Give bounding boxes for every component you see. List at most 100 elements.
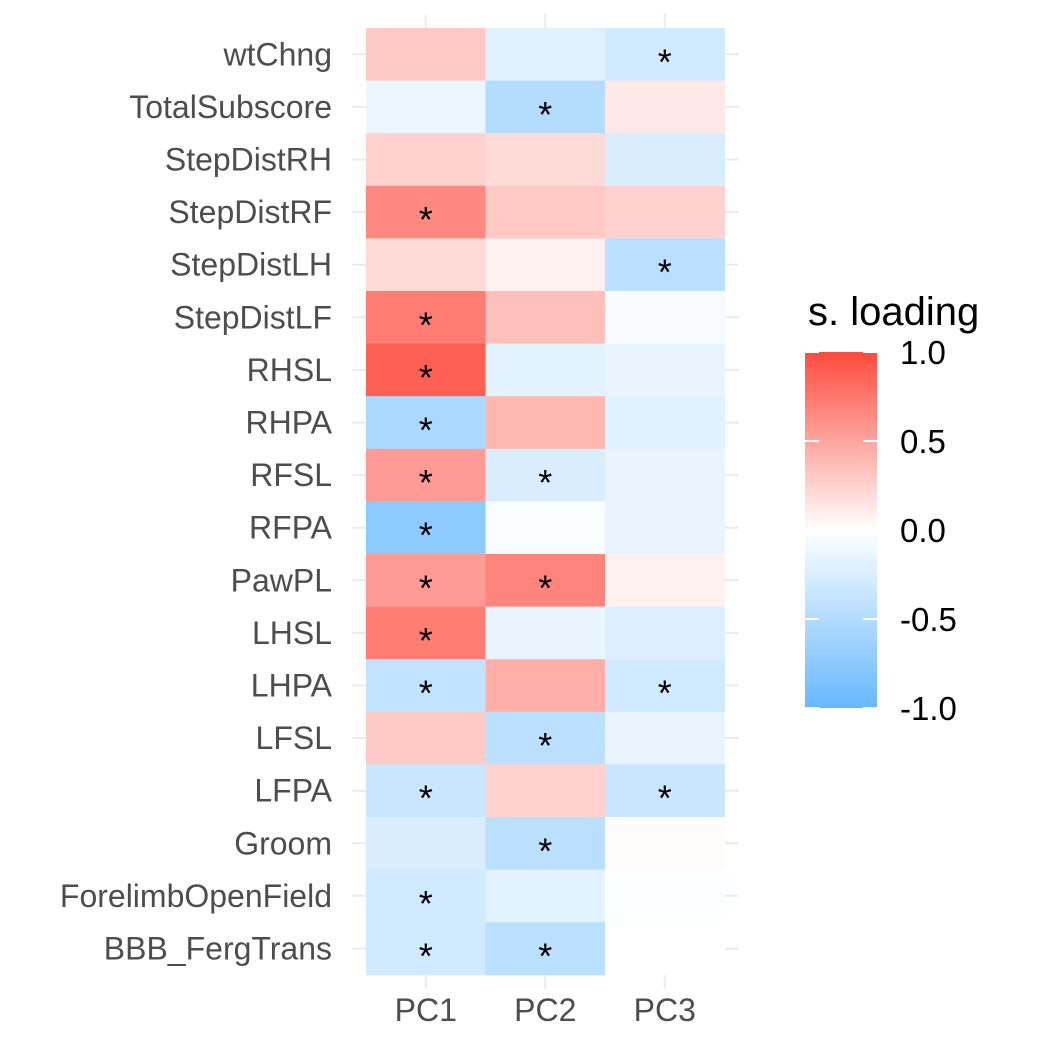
significance-star: * xyxy=(538,830,552,871)
heatmap-cell xyxy=(366,501,486,555)
heatmap-cell xyxy=(605,817,725,871)
heatmap-cell xyxy=(485,133,606,187)
heatmap-cell xyxy=(605,711,725,765)
significance-star: * xyxy=(419,357,433,398)
row-label: StepDistRF xyxy=(168,194,332,230)
row-label: Groom xyxy=(234,825,332,861)
significance-star: * xyxy=(419,778,433,819)
heatmap-cell xyxy=(366,291,486,345)
heatmap-cell xyxy=(485,448,606,502)
column-label: PC2 xyxy=(514,992,576,1028)
color-legend: s. loading 1.0 0.5 0.0 -0.5 -1.0 xyxy=(805,290,979,727)
heatmap-cell xyxy=(605,448,725,502)
legend-tick-label: 1.0 xyxy=(900,334,946,371)
x-axis-labels: PC1 PC2 PC3 xyxy=(395,992,696,1028)
legend-tick-label: 0.5 xyxy=(900,423,946,460)
y-axis-labels: wtChng TotalSubscore StepDistRH StepDistRF S… xyxy=(60,36,333,966)
row-label: RFSL xyxy=(250,457,332,493)
heatmap-cell xyxy=(366,869,486,923)
heatmap-cell xyxy=(366,448,486,502)
heatmap-cell xyxy=(485,764,606,818)
row-label: StepDistLF xyxy=(174,299,332,335)
legend-tick-label: -0.5 xyxy=(900,601,957,638)
row-label: RFPA xyxy=(249,510,333,546)
heatmap-cell xyxy=(485,343,606,397)
heatmap-cell xyxy=(605,869,725,923)
heatmap-cell xyxy=(605,238,725,292)
significance-star: * xyxy=(419,567,433,608)
column-label: PC1 xyxy=(395,992,457,1028)
heatmap-cell xyxy=(366,185,486,239)
heatmap-cell xyxy=(485,817,606,871)
row-label: ForelimbOpenField xyxy=(60,878,332,914)
heatmap-cell xyxy=(485,291,606,345)
row-label: PawPL xyxy=(231,562,332,598)
heatmap-cell xyxy=(485,922,606,976)
significance-star: * xyxy=(419,620,433,661)
heatmap-cell xyxy=(605,185,725,239)
heatmap-cell xyxy=(485,554,606,608)
row-label: LFPA xyxy=(254,773,332,809)
heatmap-cell xyxy=(366,659,486,713)
heatmap-cell xyxy=(366,554,486,608)
significance-star: * xyxy=(419,883,433,924)
legend-title: s. loading xyxy=(808,290,979,334)
heatmap-cell xyxy=(605,396,725,450)
row-label: RHSL xyxy=(247,352,332,388)
heatmap-cell xyxy=(605,133,725,187)
significance-star: * xyxy=(419,199,433,240)
column-label: PC3 xyxy=(634,992,696,1028)
heatmap-cell xyxy=(485,185,606,239)
row-label: wtChng xyxy=(223,36,333,72)
row-label: LHSL xyxy=(252,615,332,651)
legend-tick-label: 0.0 xyxy=(900,512,946,549)
row-label: LHPA xyxy=(251,668,333,704)
heatmap-cell xyxy=(485,28,606,82)
heatmap-cell xyxy=(485,869,606,923)
row-label: BBB_FergTrans xyxy=(104,931,332,967)
significance-star: * xyxy=(419,410,433,451)
significance-star: * xyxy=(419,462,433,503)
significance-star: * xyxy=(658,778,672,819)
significance-star: * xyxy=(538,94,552,135)
heatmap-cell xyxy=(605,80,725,134)
significance-star: * xyxy=(419,515,433,556)
heatmap-cell xyxy=(605,764,725,818)
legend-tick-label: -1.0 xyxy=(900,690,957,727)
heatmap-cell xyxy=(485,606,606,660)
heatmap-cell xyxy=(485,711,606,765)
heatmap-cell xyxy=(366,28,486,82)
heatmap-cell xyxy=(485,396,606,450)
heatmap-cell xyxy=(366,711,486,765)
heatmap-cell xyxy=(366,764,486,818)
heatmap-cell xyxy=(366,606,486,660)
row-label: TotalSubscore xyxy=(129,89,332,125)
heatmap-cell xyxy=(485,238,606,292)
significance-star: * xyxy=(419,304,433,345)
significance-markers: * * * * * * * * * * * * * * * * * * * * * * xyxy=(419,41,672,976)
heatmap-cell xyxy=(485,80,606,134)
heatmap-cell xyxy=(366,343,486,397)
heatmap-cell xyxy=(605,606,725,660)
significance-star: * xyxy=(419,673,433,714)
heatmap-cell xyxy=(485,501,606,555)
row-label: RHPA xyxy=(245,405,332,441)
significance-star: * xyxy=(658,673,672,714)
heatmap-cell xyxy=(485,659,606,713)
row-label: LFSL xyxy=(256,720,332,756)
heatmap-cell xyxy=(366,396,486,450)
heatmap-cell xyxy=(605,501,725,555)
heatmap-cell xyxy=(605,554,725,608)
heatmap-cell xyxy=(605,922,725,976)
heatmap-cell xyxy=(605,659,725,713)
heatmap-cell xyxy=(605,291,725,345)
significance-star: * xyxy=(658,252,672,293)
significance-star: * xyxy=(538,462,552,503)
significance-star: * xyxy=(538,725,552,766)
heatmap-cell xyxy=(366,922,486,976)
heatmap-cell xyxy=(605,343,725,397)
heatmap-cell xyxy=(366,133,486,187)
heatmap-cell xyxy=(366,817,486,871)
significance-star: * xyxy=(538,936,552,977)
